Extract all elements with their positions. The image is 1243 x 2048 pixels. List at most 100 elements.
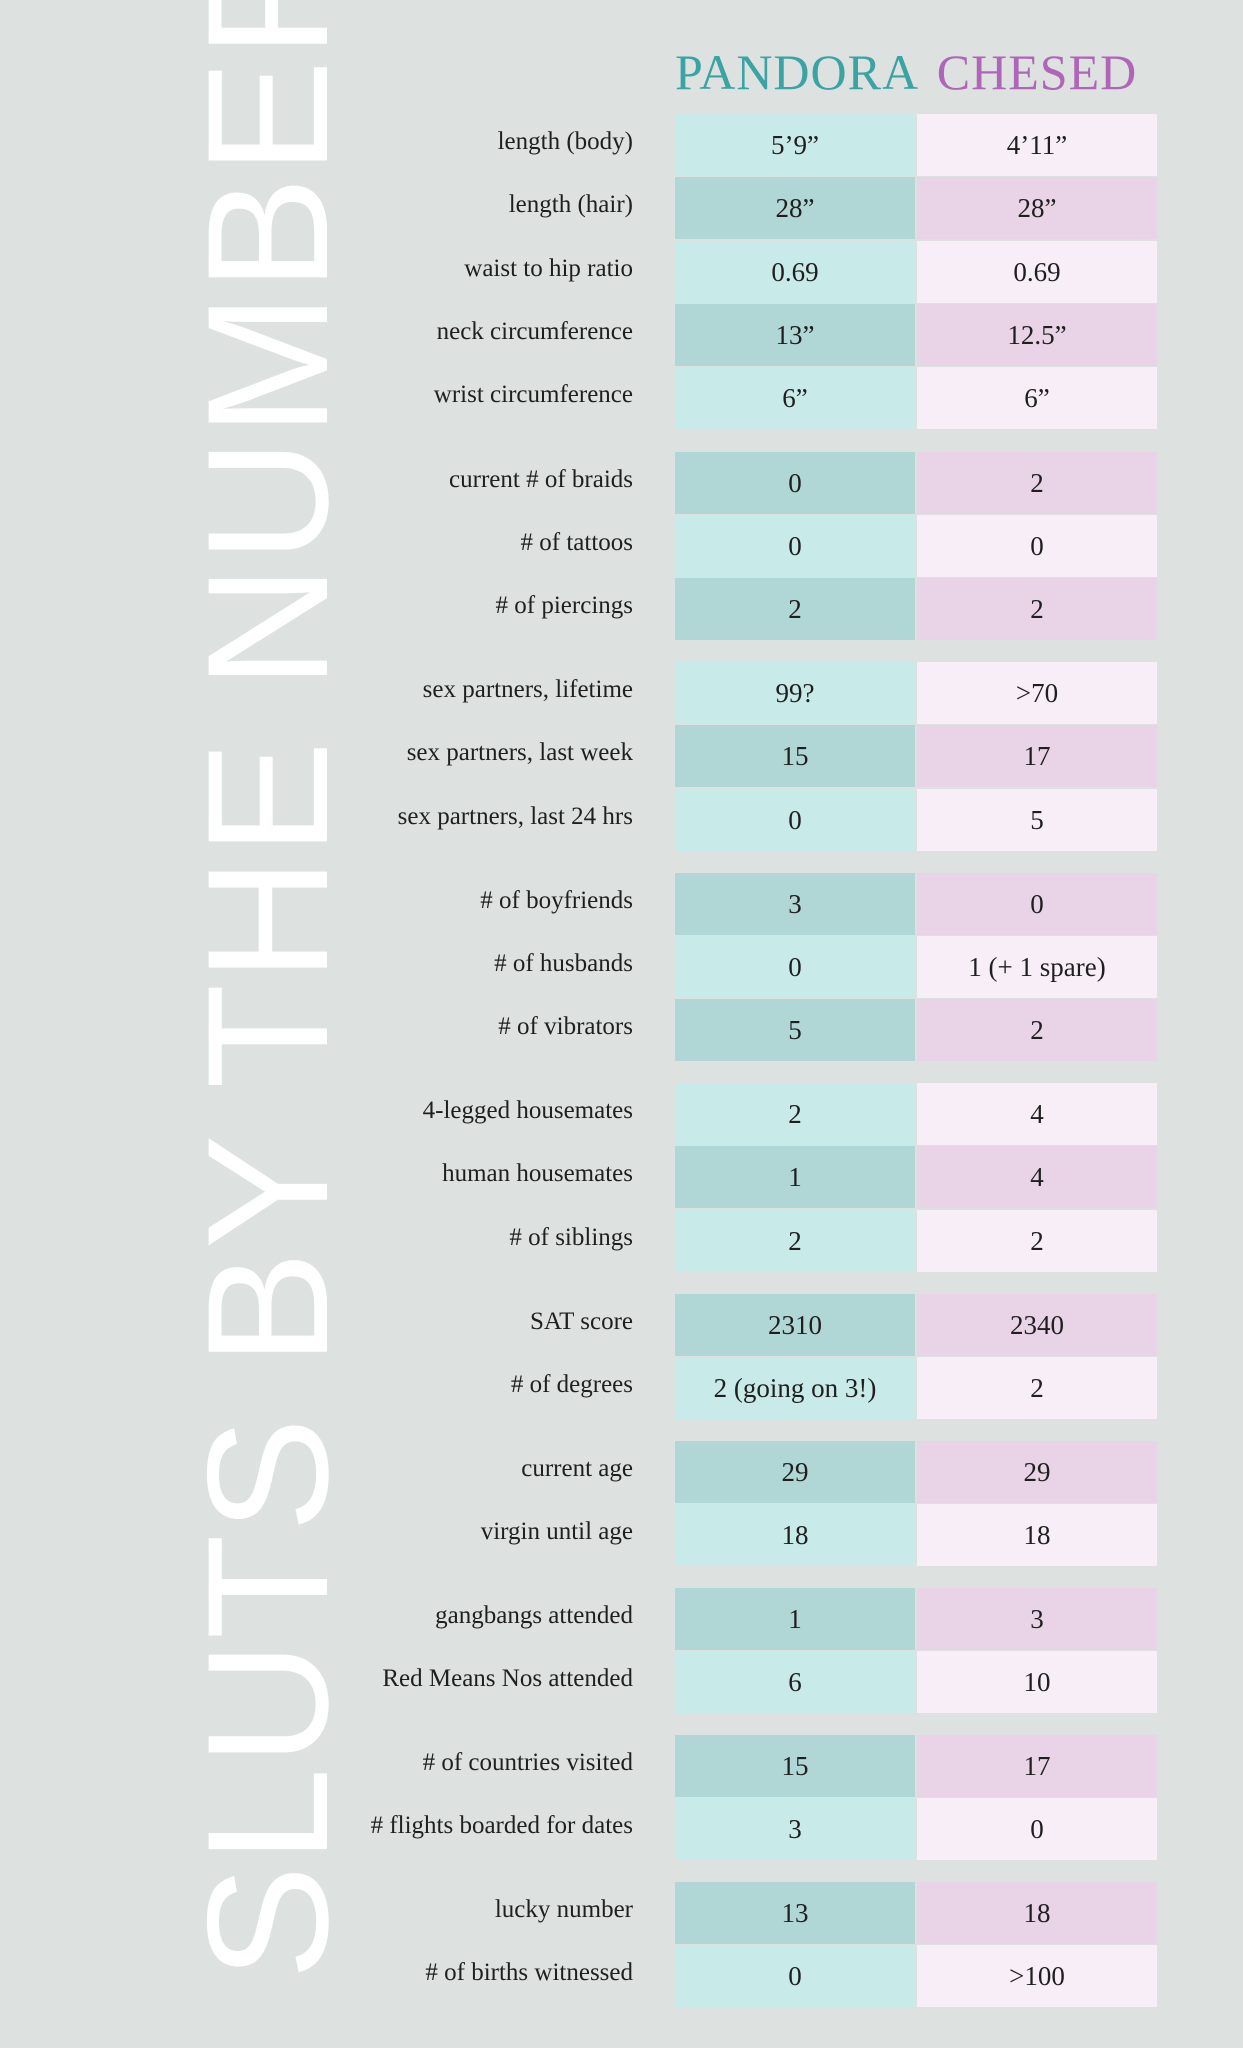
chesed-value: 2 [917, 452, 1157, 514]
pandora-value: 6 [675, 1651, 915, 1713]
row-label: Red Means Nos attended [382, 1665, 633, 1692]
row-label: current # of braids [449, 466, 633, 493]
chesed-value: 4’11” [917, 114, 1157, 176]
table-row: # of vibrators 5 2 [0, 999, 1243, 1061]
table-row: # of degrees 2 (going on 3!) 2 [0, 1357, 1243, 1419]
row-label: # of piercings [495, 592, 633, 619]
chesed-value: 4 [917, 1146, 1157, 1208]
row-label: SAT score [529, 1308, 633, 1335]
table-row: length (hair) 28” 28” [0, 177, 1243, 239]
pandora-value: 5 [675, 999, 915, 1061]
table-row: SAT score 2310 2340 [0, 1294, 1243, 1356]
pandora-value: 2 [675, 1210, 915, 1272]
pandora-value: 2 [675, 1083, 915, 1145]
table-row: gangbangs attended 1 3 [0, 1588, 1243, 1650]
table-row: # of husbands 0 1 (+ 1 spare) [0, 936, 1243, 998]
row-label: # of vibrators [498, 1013, 633, 1040]
pandora-value: 0 [675, 1945, 915, 2007]
chesed-value: 28” [917, 177, 1157, 239]
table-row: Red Means Nos attended 6 10 [0, 1651, 1243, 1713]
chesed-value: 0 [917, 1798, 1157, 1860]
pandora-value: 2310 [675, 1294, 915, 1356]
row-label: # of births witnessed [425, 1959, 633, 1986]
table-row: wrist circumference 6” 6” [0, 367, 1243, 429]
pandora-value: 3 [675, 873, 915, 935]
table-row: sex partners, last 24 hrs 0 5 [0, 789, 1243, 851]
pandora-value: 0.69 [675, 241, 915, 303]
row-label: gangbangs attended [435, 1602, 633, 1629]
chesed-value: 2340 [917, 1294, 1157, 1356]
pandora-value: 0 [675, 936, 915, 998]
table-row: waist to hip ratio 0.69 0.69 [0, 241, 1243, 303]
pandora-value: 18 [675, 1504, 915, 1566]
row-label: sex partners, last 24 hrs [397, 803, 633, 830]
table-row: current age 29 29 [0, 1441, 1243, 1503]
chesed-value: 18 [917, 1882, 1157, 1944]
chesed-value: 2 [917, 1210, 1157, 1272]
row-label: lucky number [494, 1896, 633, 1923]
row-label: human housemates [442, 1160, 633, 1187]
table-row: sex partners, lifetime 99? >70 [0, 662, 1243, 724]
pandora-value: 13” [675, 304, 915, 366]
chesed-value: 2 [917, 578, 1157, 640]
chesed-value: >100 [917, 1945, 1157, 2007]
row-label: # of tattoos [520, 529, 634, 556]
pandora-value: 0 [675, 789, 915, 851]
pandora-value: 29 [675, 1441, 915, 1503]
pandora-value: 0 [675, 452, 915, 514]
table-row: human housemates 1 4 [0, 1146, 1243, 1208]
row-label: waist to hip ratio [464, 255, 633, 282]
chesed-value: 0.69 [917, 241, 1157, 303]
pandora-value: 15 [675, 725, 915, 787]
row-label: 4-legged housemates [422, 1097, 633, 1124]
chesed-value: 0 [917, 873, 1157, 935]
pandora-value: 2 (going on 3!) [675, 1357, 915, 1419]
pandora-value: 3 [675, 1798, 915, 1860]
table-row: # of piercings 2 2 [0, 578, 1243, 640]
pandora-value: 99? [675, 662, 915, 724]
table-row: sex partners, last week 15 17 [0, 725, 1243, 787]
row-label: sex partners, lifetime [422, 676, 633, 703]
pandora-value: 5’9” [675, 114, 915, 176]
row-label: length (hair) [508, 191, 633, 218]
chesed-value: 29 [917, 1441, 1157, 1503]
row-label: # flights boarded for dates [370, 1812, 633, 1839]
row-label: current age [521, 1455, 633, 1482]
row-label: wrist circumference [433, 381, 633, 408]
table-row: virgin until age 18 18 [0, 1504, 1243, 1566]
chesed-value: 17 [917, 1735, 1157, 1797]
table-row: # of tattoos 0 0 [0, 515, 1243, 577]
pandora-value: 1 [675, 1146, 915, 1208]
chesed-value: 5 [917, 789, 1157, 851]
chesed-value: 10 [917, 1651, 1157, 1713]
pandora-value: 0 [675, 515, 915, 577]
row-label: neck circumference [436, 318, 633, 345]
row-label: length (body) [497, 128, 633, 155]
chesed-value: 12.5” [917, 304, 1157, 366]
table-row: 4-legged housemates 2 4 [0, 1083, 1243, 1145]
row-label: # of husbands [494, 950, 633, 977]
table-row: # of births witnessed 0 >100 [0, 1945, 1243, 2007]
chesed-value: 3 [917, 1588, 1157, 1650]
row-label: virgin until age [480, 1518, 633, 1545]
row-label: # of degrees [510, 1371, 633, 1398]
chesed-value: 4 [917, 1083, 1157, 1145]
pandora-value: 1 [675, 1588, 915, 1650]
row-label: # of boyfriends [480, 887, 633, 914]
column-header-chesed: CHESED [936, 44, 1138, 100]
pandora-value: 2 [675, 578, 915, 640]
table-row: current # of braids 0 2 [0, 452, 1243, 514]
chesed-value: 2 [917, 999, 1157, 1061]
pandora-value: 15 [675, 1735, 915, 1797]
column-header-pandora: PANDORA [675, 44, 920, 100]
chesed-value: 6” [917, 367, 1157, 429]
pandora-value: 28” [675, 177, 915, 239]
chesed-value: 2 [917, 1357, 1157, 1419]
table-row: # flights boarded for dates 3 0 [0, 1798, 1243, 1860]
table-row: lucky number 13 18 [0, 1882, 1243, 1944]
chesed-value: 0 [917, 515, 1157, 577]
chesed-value: 18 [917, 1504, 1157, 1566]
row-label: # of siblings [509, 1224, 633, 1251]
row-label: # of countries visited [422, 1749, 633, 1776]
chesed-value: 17 [917, 725, 1157, 787]
